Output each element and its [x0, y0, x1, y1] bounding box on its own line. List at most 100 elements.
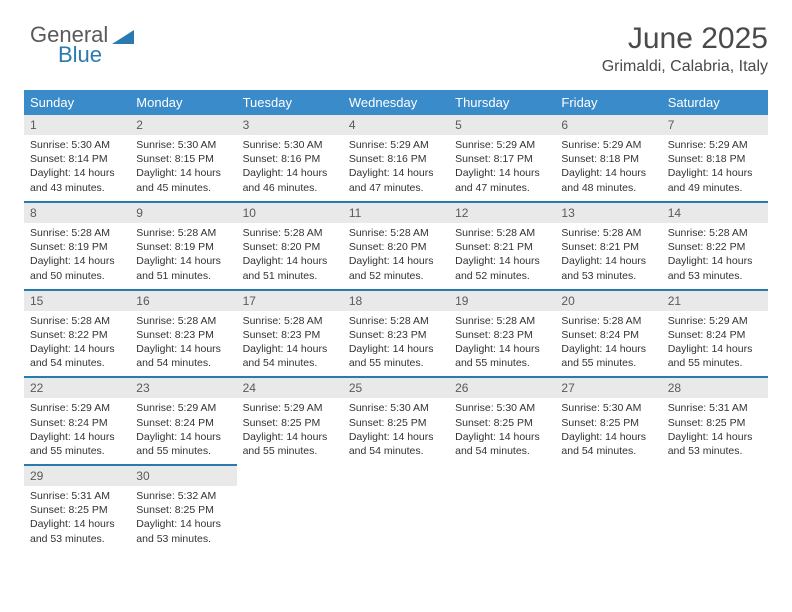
- day-details: Sunrise: 5:31 AMSunset: 8:25 PMDaylight:…: [662, 398, 768, 464]
- day-details: Sunrise: 5:30 AMSunset: 8:16 PMDaylight:…: [237, 135, 343, 201]
- day-details: Sunrise: 5:28 AMSunset: 8:21 PMDaylight:…: [555, 223, 661, 289]
- calendar-day-cell: 2Sunrise: 5:30 AMSunset: 8:15 PMDaylight…: [130, 115, 236, 201]
- day-number: 22: [24, 376, 130, 398]
- calendar-day-cell: 29Sunrise: 5:31 AMSunset: 8:25 PMDayligh…: [24, 464, 130, 552]
- day-details: Sunrise: 5:28 AMSunset: 8:19 PMDaylight:…: [130, 223, 236, 289]
- day-number: 29: [24, 464, 130, 486]
- weekday-header: Sunday: [24, 90, 130, 115]
- day-number: 19: [449, 289, 555, 311]
- brand-text-2: Blue: [58, 44, 134, 66]
- weekday-header: Saturday: [662, 90, 768, 115]
- day-details: Sunrise: 5:29 AMSunset: 8:18 PMDaylight:…: [662, 135, 768, 201]
- calendar-day-cell: [237, 464, 343, 552]
- day-number: 20: [555, 289, 661, 311]
- day-number: 10: [237, 201, 343, 223]
- day-number: 30: [130, 464, 236, 486]
- day-number: 28: [662, 376, 768, 398]
- day-number: 12: [449, 201, 555, 223]
- brand-logo: General Blue: [30, 24, 134, 66]
- calendar-day-cell: 3Sunrise: 5:30 AMSunset: 8:16 PMDaylight…: [237, 115, 343, 201]
- day-details: Sunrise: 5:28 AMSunset: 8:23 PMDaylight:…: [130, 311, 236, 377]
- calendar-day-cell: [449, 464, 555, 552]
- day-number: 15: [24, 289, 130, 311]
- calendar-week-row: 29Sunrise: 5:31 AMSunset: 8:25 PMDayligh…: [24, 464, 768, 552]
- day-details: Sunrise: 5:29 AMSunset: 8:24 PMDaylight:…: [130, 398, 236, 464]
- calendar-day-cell: 10Sunrise: 5:28 AMSunset: 8:20 PMDayligh…: [237, 201, 343, 289]
- day-details: Sunrise: 5:28 AMSunset: 8:22 PMDaylight:…: [662, 223, 768, 289]
- calendar-day-cell: 8Sunrise: 5:28 AMSunset: 8:19 PMDaylight…: [24, 201, 130, 289]
- day-number: 5: [449, 115, 555, 135]
- calendar-day-cell: 12Sunrise: 5:28 AMSunset: 8:21 PMDayligh…: [449, 201, 555, 289]
- calendar-day-cell: 21Sunrise: 5:29 AMSunset: 8:24 PMDayligh…: [662, 289, 768, 377]
- calendar-day-cell: 26Sunrise: 5:30 AMSunset: 8:25 PMDayligh…: [449, 376, 555, 464]
- brand-triangle-icon: [112, 28, 134, 44]
- day-details: Sunrise: 5:28 AMSunset: 8:23 PMDaylight:…: [449, 311, 555, 377]
- day-details: Sunrise: 5:28 AMSunset: 8:23 PMDaylight:…: [237, 311, 343, 377]
- day-number: 4: [343, 115, 449, 135]
- day-details: Sunrise: 5:28 AMSunset: 8:20 PMDaylight:…: [237, 223, 343, 289]
- calendar-day-cell: 27Sunrise: 5:30 AMSunset: 8:25 PMDayligh…: [555, 376, 661, 464]
- weekday-header-row: SundayMondayTuesdayWednesdayThursdayFrid…: [24, 90, 768, 115]
- day-details: Sunrise: 5:29 AMSunset: 8:24 PMDaylight:…: [662, 311, 768, 377]
- calendar-day-cell: 28Sunrise: 5:31 AMSunset: 8:25 PMDayligh…: [662, 376, 768, 464]
- calendar-day-cell: [343, 464, 449, 552]
- day-details: Sunrise: 5:29 AMSunset: 8:24 PMDaylight:…: [24, 398, 130, 464]
- calendar-day-cell: 17Sunrise: 5:28 AMSunset: 8:23 PMDayligh…: [237, 289, 343, 377]
- calendar-week-row: 22Sunrise: 5:29 AMSunset: 8:24 PMDayligh…: [24, 376, 768, 464]
- calendar-day-cell: 19Sunrise: 5:28 AMSunset: 8:23 PMDayligh…: [449, 289, 555, 377]
- weekday-header: Thursday: [449, 90, 555, 115]
- day-details: Sunrise: 5:29 AMSunset: 8:25 PMDaylight:…: [237, 398, 343, 464]
- calendar-day-cell: 9Sunrise: 5:28 AMSunset: 8:19 PMDaylight…: [130, 201, 236, 289]
- calendar-day-cell: 5Sunrise: 5:29 AMSunset: 8:17 PMDaylight…: [449, 115, 555, 201]
- day-details: Sunrise: 5:29 AMSunset: 8:16 PMDaylight:…: [343, 135, 449, 201]
- calendar-day-cell: 4Sunrise: 5:29 AMSunset: 8:16 PMDaylight…: [343, 115, 449, 201]
- day-number: 8: [24, 201, 130, 223]
- calendar-day-cell: 20Sunrise: 5:28 AMSunset: 8:24 PMDayligh…: [555, 289, 661, 377]
- day-details: Sunrise: 5:28 AMSunset: 8:20 PMDaylight:…: [343, 223, 449, 289]
- day-details: Sunrise: 5:28 AMSunset: 8:22 PMDaylight:…: [24, 311, 130, 377]
- day-number: 13: [555, 201, 661, 223]
- day-number: 18: [343, 289, 449, 311]
- day-number: 25: [343, 376, 449, 398]
- day-number: 14: [662, 201, 768, 223]
- calendar-day-cell: 18Sunrise: 5:28 AMSunset: 8:23 PMDayligh…: [343, 289, 449, 377]
- day-details: Sunrise: 5:32 AMSunset: 8:25 PMDaylight:…: [130, 486, 236, 552]
- day-number: 27: [555, 376, 661, 398]
- day-number: 1: [24, 115, 130, 135]
- day-details: Sunrise: 5:28 AMSunset: 8:21 PMDaylight:…: [449, 223, 555, 289]
- calendar-week-row: 15Sunrise: 5:28 AMSunset: 8:22 PMDayligh…: [24, 289, 768, 377]
- weekday-header: Tuesday: [237, 90, 343, 115]
- day-number: 21: [662, 289, 768, 311]
- calendar-day-cell: 14Sunrise: 5:28 AMSunset: 8:22 PMDayligh…: [662, 201, 768, 289]
- day-details: Sunrise: 5:28 AMSunset: 8:23 PMDaylight:…: [343, 311, 449, 377]
- calendar-week-row: 8Sunrise: 5:28 AMSunset: 8:19 PMDaylight…: [24, 201, 768, 289]
- calendar-body: 1Sunrise: 5:30 AMSunset: 8:14 PMDaylight…: [24, 115, 768, 552]
- day-details: Sunrise: 5:29 AMSunset: 8:18 PMDaylight:…: [555, 135, 661, 201]
- page-header: June 2025 Grimaldi, Calabria, Italy: [24, 22, 768, 76]
- weekday-header: Wednesday: [343, 90, 449, 115]
- calendar-week-row: 1Sunrise: 5:30 AMSunset: 8:14 PMDaylight…: [24, 115, 768, 201]
- day-number: 23: [130, 376, 236, 398]
- calendar-day-cell: 25Sunrise: 5:30 AMSunset: 8:25 PMDayligh…: [343, 376, 449, 464]
- calendar-day-cell: 11Sunrise: 5:28 AMSunset: 8:20 PMDayligh…: [343, 201, 449, 289]
- day-details: Sunrise: 5:30 AMSunset: 8:14 PMDaylight:…: [24, 135, 130, 201]
- calendar-day-cell: 22Sunrise: 5:29 AMSunset: 8:24 PMDayligh…: [24, 376, 130, 464]
- day-number: 7: [662, 115, 768, 135]
- day-number: 26: [449, 376, 555, 398]
- calendar-day-cell: [662, 464, 768, 552]
- day-number: 2: [130, 115, 236, 135]
- weekday-header: Friday: [555, 90, 661, 115]
- day-details: Sunrise: 5:31 AMSunset: 8:25 PMDaylight:…: [24, 486, 130, 552]
- day-number: 17: [237, 289, 343, 311]
- calendar-day-cell: 15Sunrise: 5:28 AMSunset: 8:22 PMDayligh…: [24, 289, 130, 377]
- day-details: Sunrise: 5:29 AMSunset: 8:17 PMDaylight:…: [449, 135, 555, 201]
- day-number: 6: [555, 115, 661, 135]
- calendar-day-cell: 13Sunrise: 5:28 AMSunset: 8:21 PMDayligh…: [555, 201, 661, 289]
- day-details: Sunrise: 5:28 AMSunset: 8:19 PMDaylight:…: [24, 223, 130, 289]
- calendar-day-cell: 7Sunrise: 5:29 AMSunset: 8:18 PMDaylight…: [662, 115, 768, 201]
- day-details: Sunrise: 5:30 AMSunset: 8:25 PMDaylight:…: [555, 398, 661, 464]
- day-number: 11: [343, 201, 449, 223]
- calendar-day-cell: 1Sunrise: 5:30 AMSunset: 8:14 PMDaylight…: [24, 115, 130, 201]
- calendar-day-cell: [555, 464, 661, 552]
- day-number: 3: [237, 115, 343, 135]
